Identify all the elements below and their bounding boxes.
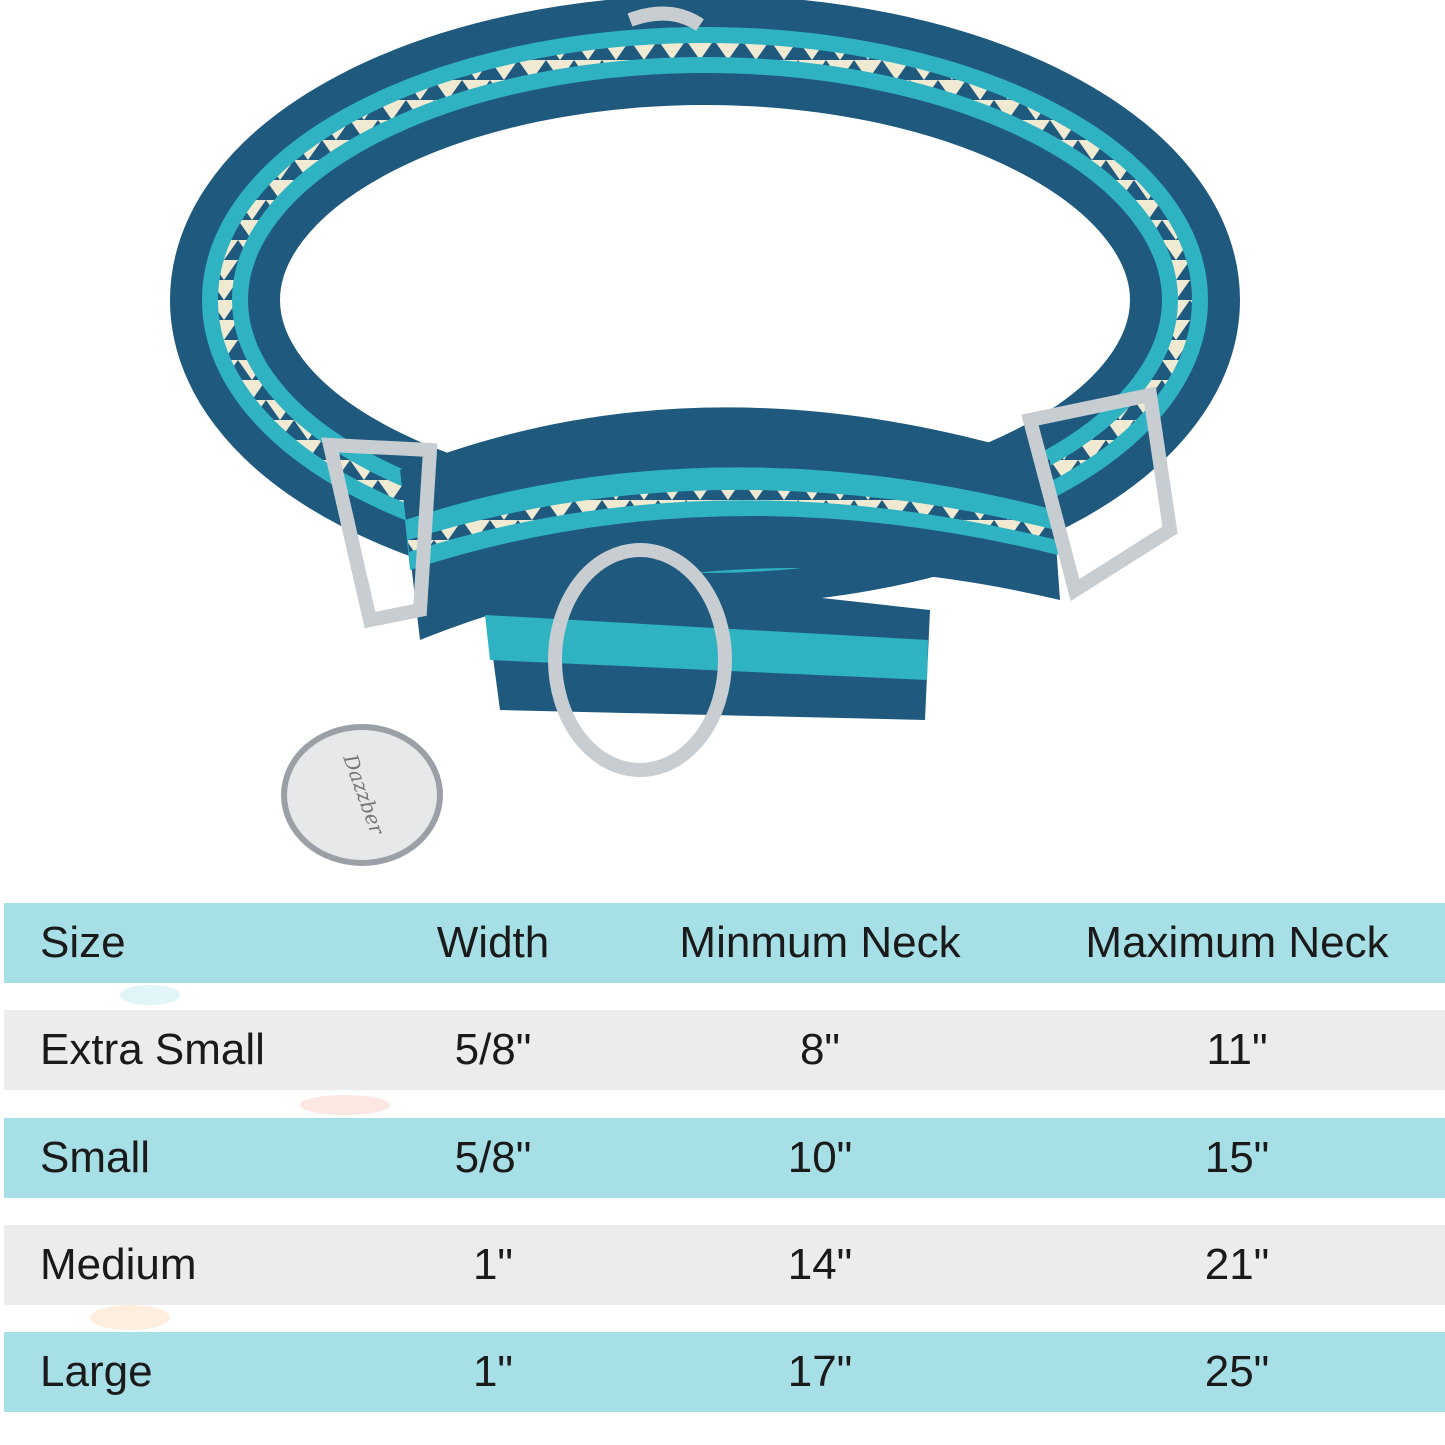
- metal-rings: [321, 6, 1178, 777]
- cell-min-neck: 10": [787, 1133, 853, 1182]
- header-min-neck: Minmum Neck: [679, 918, 961, 967]
- header-size: Size: [40, 918, 126, 967]
- header-max-neck: Maximum Neck: [1085, 918, 1389, 967]
- cell-min-neck: 14": [787, 1240, 853, 1289]
- table-row: Medium 1" 14" 21": [4, 1225, 1445, 1305]
- cell-max-neck: 21": [1204, 1240, 1270, 1289]
- cell-max-neck: 11": [1206, 1025, 1268, 1074]
- cell-size: Small: [40, 1133, 151, 1182]
- table-row: Small 5/8" 10" 15": [4, 1118, 1445, 1198]
- cell-size: Large: [40, 1347, 153, 1396]
- id-tag: Dazzber: [281, 724, 443, 866]
- cell-width: 1": [472, 1347, 514, 1396]
- cell-width: 1": [472, 1240, 514, 1289]
- cell-width: 5/8": [454, 1025, 532, 1074]
- cell-max-neck: 15": [1204, 1133, 1270, 1182]
- header-width: Width: [436, 918, 550, 967]
- cell-size: Extra Small: [40, 1025, 265, 1074]
- table-header-row: Size Width Minmum Neck Maximum Neck: [4, 903, 1445, 983]
- cell-max-neck: 25": [1204, 1347, 1270, 1396]
- cell-size: Medium: [40, 1240, 197, 1289]
- cell-min-neck: 17": [787, 1347, 853, 1396]
- collar-product-image: Dazzber: [170, 0, 1240, 866]
- cell-min-neck: 8": [799, 1025, 841, 1074]
- table-row: Large 1" 17" 25": [4, 1332, 1445, 1412]
- table-row: Extra Small 5/8" 8" 11": [4, 1010, 1445, 1090]
- collar-front-band: [400, 407, 1060, 720]
- cell-width: 5/8": [454, 1133, 532, 1182]
